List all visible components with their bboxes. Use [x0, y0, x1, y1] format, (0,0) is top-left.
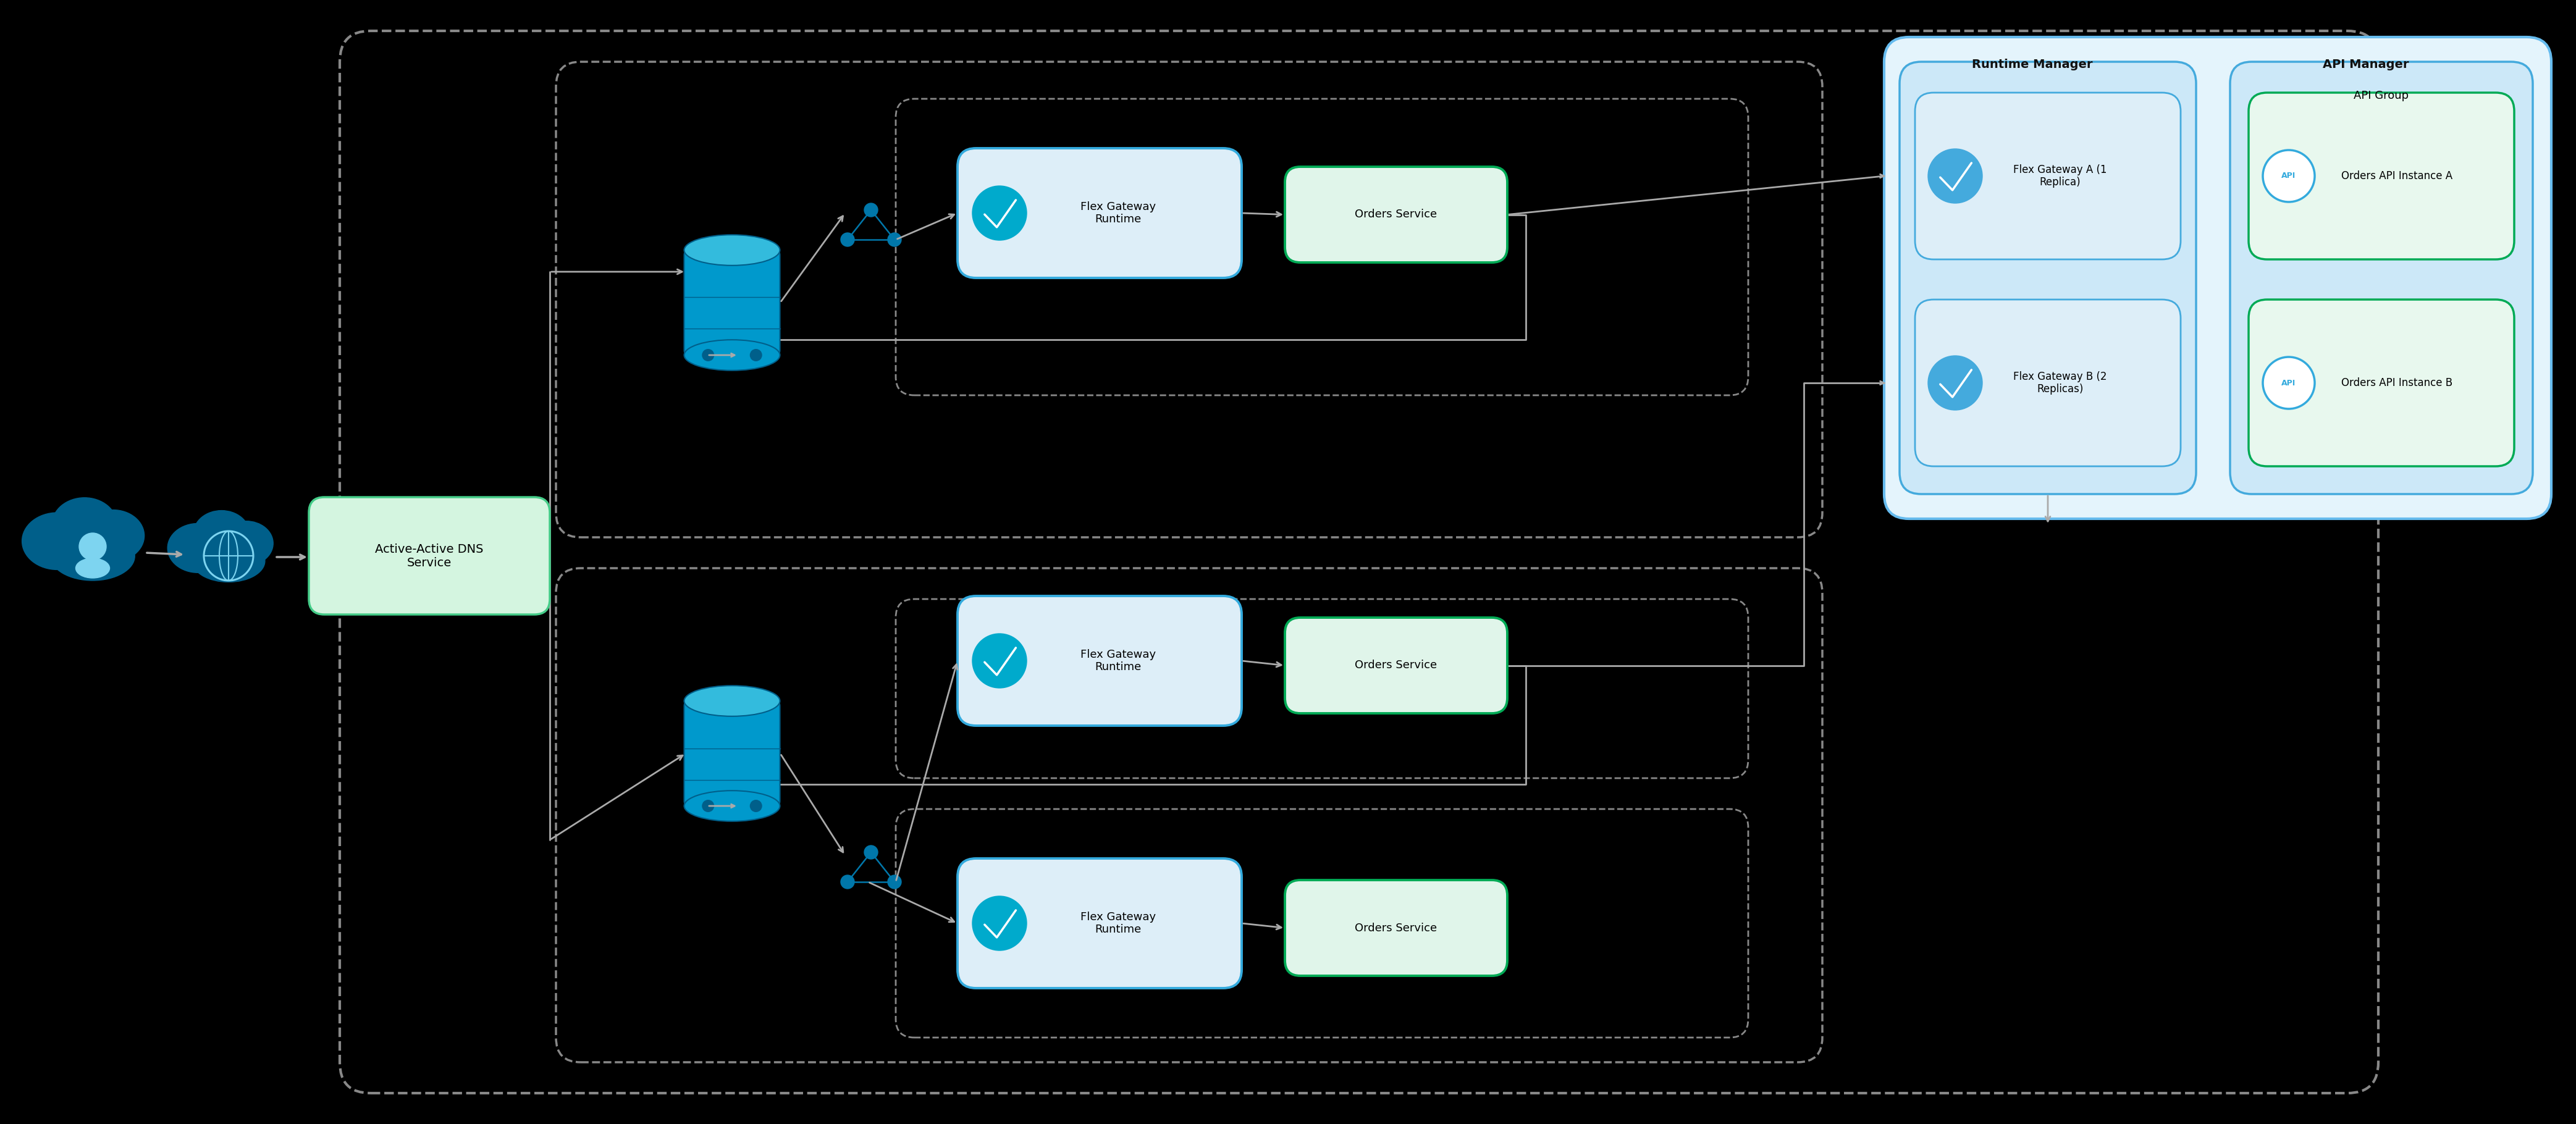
Circle shape [750, 800, 762, 812]
Circle shape [863, 203, 878, 217]
Text: Runtime Manager: Runtime Manager [1973, 58, 2092, 71]
Ellipse shape [685, 235, 781, 265]
Text: Orders Service: Orders Service [1355, 923, 1437, 933]
Circle shape [889, 876, 902, 889]
Text: API Group: API Group [2354, 90, 2409, 101]
FancyBboxPatch shape [309, 497, 549, 615]
Ellipse shape [167, 524, 229, 573]
Ellipse shape [82, 510, 144, 562]
Circle shape [703, 350, 714, 361]
Text: Active-Active DNS
Service: Active-Active DNS Service [376, 543, 484, 569]
Text: Orders API Instance B: Orders API Instance B [2342, 378, 2452, 389]
Text: Flex Gateway
Runtime: Flex Gateway Runtime [1079, 649, 1157, 673]
FancyBboxPatch shape [1914, 299, 2182, 466]
FancyBboxPatch shape [958, 148, 1242, 278]
Circle shape [2262, 151, 2316, 202]
Circle shape [971, 634, 1028, 688]
FancyBboxPatch shape [1899, 62, 2197, 495]
Circle shape [840, 233, 855, 246]
Ellipse shape [685, 686, 781, 716]
Circle shape [971, 185, 1028, 241]
FancyBboxPatch shape [685, 251, 781, 355]
Circle shape [750, 350, 762, 361]
FancyBboxPatch shape [685, 701, 781, 806]
Ellipse shape [685, 790, 781, 822]
Text: Flex Gateway B (2
Replicas): Flex Gateway B (2 Replicas) [2014, 371, 2107, 395]
FancyBboxPatch shape [1285, 166, 1507, 263]
Ellipse shape [52, 498, 116, 552]
Circle shape [863, 845, 878, 859]
Text: Orders Service: Orders Service [1355, 660, 1437, 671]
Text: Flex Gateway
Runtime: Flex Gateway Runtime [1079, 912, 1157, 935]
FancyBboxPatch shape [2249, 299, 2514, 466]
Circle shape [80, 533, 106, 560]
Text: API: API [2282, 172, 2295, 180]
FancyBboxPatch shape [2249, 92, 2514, 260]
Ellipse shape [219, 522, 273, 565]
Ellipse shape [193, 540, 265, 582]
Text: Flex Gateway A (1
Replica): Flex Gateway A (1 Replica) [2014, 164, 2107, 188]
Text: Orders API Instance A: Orders API Instance A [2342, 171, 2452, 182]
FancyBboxPatch shape [1914, 92, 2182, 260]
Ellipse shape [685, 339, 781, 371]
Text: Orders Service: Orders Service [1355, 209, 1437, 220]
FancyBboxPatch shape [958, 596, 1242, 726]
Ellipse shape [23, 513, 93, 570]
Circle shape [1927, 355, 1984, 410]
FancyBboxPatch shape [2231, 62, 2532, 495]
Text: API Manager: API Manager [2324, 58, 2409, 71]
Circle shape [1927, 148, 1984, 203]
Circle shape [889, 233, 902, 246]
Ellipse shape [75, 559, 111, 578]
Circle shape [971, 896, 1028, 951]
FancyBboxPatch shape [1883, 37, 2550, 519]
Text: API: API [2282, 379, 2295, 387]
FancyBboxPatch shape [1285, 617, 1507, 714]
Text: Flex Gateway
Runtime: Flex Gateway Runtime [1079, 201, 1157, 225]
Ellipse shape [52, 532, 134, 580]
Circle shape [2262, 357, 2316, 409]
Circle shape [840, 876, 855, 889]
Ellipse shape [193, 510, 250, 558]
Circle shape [703, 800, 714, 812]
FancyBboxPatch shape [958, 859, 1242, 988]
FancyBboxPatch shape [1285, 880, 1507, 976]
